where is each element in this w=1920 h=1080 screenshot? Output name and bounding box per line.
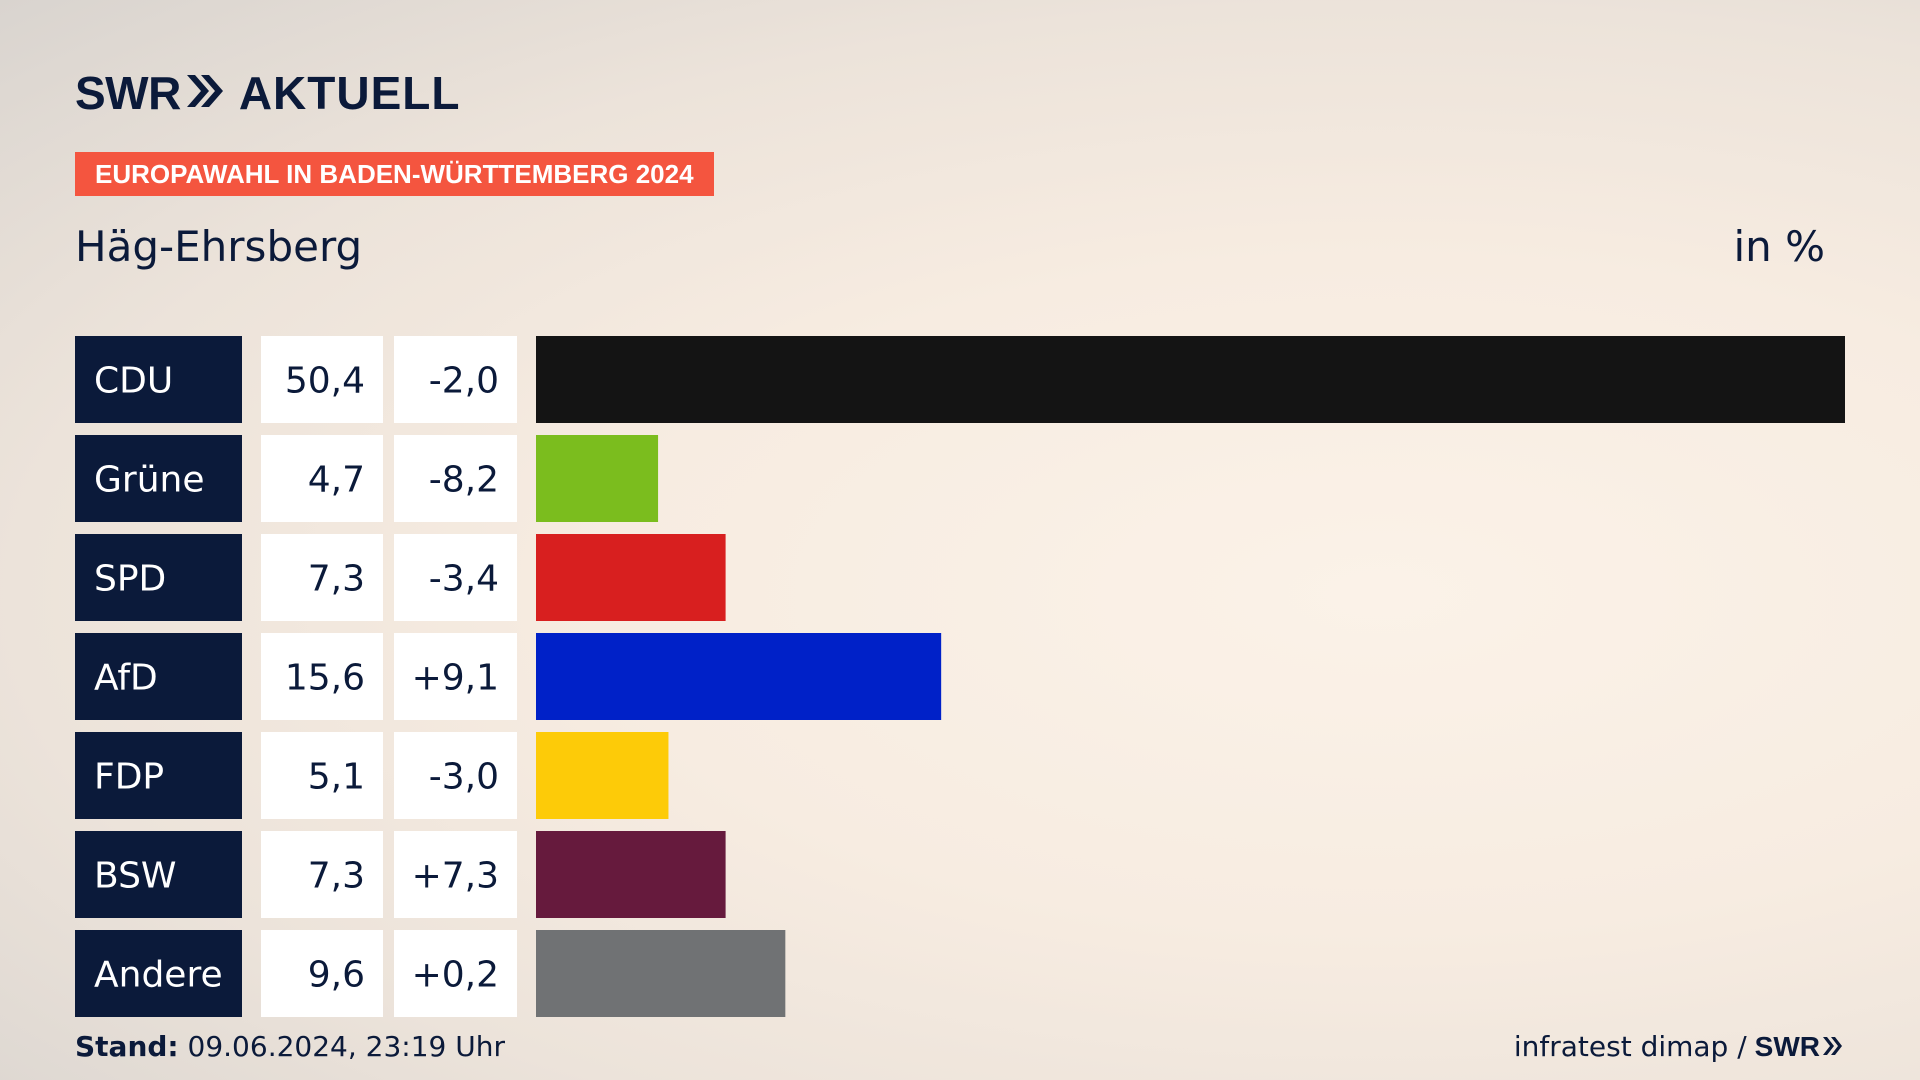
place-title: Häg-Ehrsberg	[75, 222, 363, 271]
bar-spd	[536, 534, 726, 621]
change-label-bsw: +7,3	[412, 856, 499, 897]
party-label-box-bsw	[75, 831, 242, 918]
value-label-bsw: 7,3	[308, 856, 365, 897]
party-label-fdp: FDP	[94, 757, 164, 798]
stand-value: 09.06.2024, 23:19 Uhr	[187, 1030, 505, 1063]
change-label-gr-ne: -8,2	[429, 460, 499, 501]
party-label-andere: Andere	[94, 955, 223, 996]
party-label-spd: SPD	[94, 559, 166, 600]
change-label-cdu: -2,0	[429, 361, 499, 402]
party-label-box-andere	[75, 930, 242, 1017]
change-box-spd	[394, 534, 517, 621]
stand-label: Stand:	[75, 1030, 179, 1063]
party-label-afd: AfD	[94, 658, 158, 699]
value-label-afd: 15,6	[285, 658, 365, 699]
bar-gr-ne	[536, 435, 659, 522]
bar-afd	[536, 633, 942, 720]
party-label-box-fdp	[75, 732, 242, 819]
party-label-box-spd	[75, 534, 242, 621]
swr-aktuell-logo: SWR AKTUELL	[75, 66, 460, 120]
value-label-spd: 7,3	[308, 559, 365, 600]
timestamp: Stand: 09.06.2024, 23:19 Uhr	[75, 1030, 505, 1063]
value-box-andere	[261, 930, 383, 1017]
party-label-box-afd	[75, 633, 242, 720]
value-box-spd	[261, 534, 383, 621]
source-credit: infratest dimap / SWR	[1514, 1030, 1844, 1063]
party-label-gr-ne: Grüne	[94, 460, 204, 501]
change-label-fdp: -3,0	[429, 757, 499, 798]
change-box-afd	[394, 633, 517, 720]
party-label-cdu: CDU	[94, 361, 173, 402]
bar-bsw	[536, 831, 726, 918]
change-box-fdp	[394, 732, 517, 819]
change-box-bsw	[394, 831, 517, 918]
value-label-andere: 9,6	[308, 955, 365, 996]
change-label-andere: +0,2	[412, 955, 499, 996]
election-badge: EUROPAWAHL IN BADEN-WÜRTTEMBERG 2024	[75, 152, 714, 196]
value-box-gr-ne	[261, 435, 383, 522]
change-label-spd: -3,4	[429, 559, 499, 600]
change-label-afd: +9,1	[412, 658, 499, 699]
party-label-box-gr-ne	[75, 435, 242, 522]
bar-fdp	[536, 732, 669, 819]
value-box-afd	[261, 633, 383, 720]
double-chevron-icon	[185, 66, 225, 120]
bar-andere	[536, 930, 786, 1017]
source-brand: SWR	[1754, 1030, 1820, 1062]
unit-label: in %	[1733, 222, 1825, 271]
logo-aktuell-text: AKTUELL	[238, 67, 461, 119]
value-box-bsw	[261, 831, 383, 918]
value-label-fdp: 5,1	[308, 757, 365, 798]
result-bar-chart: CDU 50,4 -2,0 Grüne 4,7 -8,2 SPD 7,3 -3,4 AfD 15,6…	[75, 336, 1845, 1017]
party-label-box-cdu	[75, 336, 242, 423]
logo-swr-text: SWR	[75, 67, 181, 119]
value-box-cdu	[261, 336, 383, 423]
change-box-cdu	[394, 336, 517, 423]
source-text: infratest dimap /	[1513, 1030, 1747, 1063]
party-label-bsw: BSW	[94, 856, 177, 897]
value-label-cdu: 50,4	[285, 361, 365, 402]
value-label-gr-ne: 4,7	[308, 460, 365, 501]
small-double-chevron-icon	[1822, 1030, 1844, 1063]
bar-cdu	[536, 336, 1845, 423]
change-box-andere	[394, 930, 517, 1017]
value-box-fdp	[261, 732, 383, 819]
change-box-gr-ne	[394, 435, 517, 522]
